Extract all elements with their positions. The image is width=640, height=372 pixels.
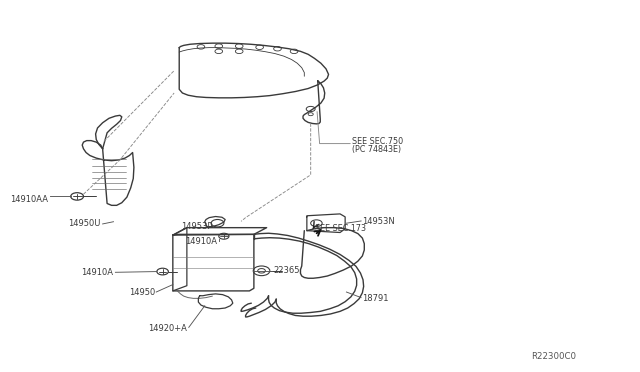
Text: 14953P: 14953P xyxy=(181,222,212,231)
Text: SEE SEC.750: SEE SEC.750 xyxy=(351,137,403,146)
Text: 14920+A: 14920+A xyxy=(148,324,187,333)
Text: R22300C0: R22300C0 xyxy=(531,352,577,361)
Text: 14950U: 14950U xyxy=(68,219,100,228)
Text: 22365: 22365 xyxy=(273,266,300,275)
Text: 18791: 18791 xyxy=(362,294,389,303)
Text: SEE SEC.173: SEE SEC.173 xyxy=(314,224,365,232)
Text: 14910A: 14910A xyxy=(81,268,113,277)
Text: 14910AA: 14910AA xyxy=(10,195,49,203)
Text: 14910A: 14910A xyxy=(185,237,217,246)
Text: (PC 74843E): (PC 74843E) xyxy=(351,145,401,154)
Text: 14953N: 14953N xyxy=(362,217,395,226)
Text: 14950: 14950 xyxy=(129,288,155,296)
